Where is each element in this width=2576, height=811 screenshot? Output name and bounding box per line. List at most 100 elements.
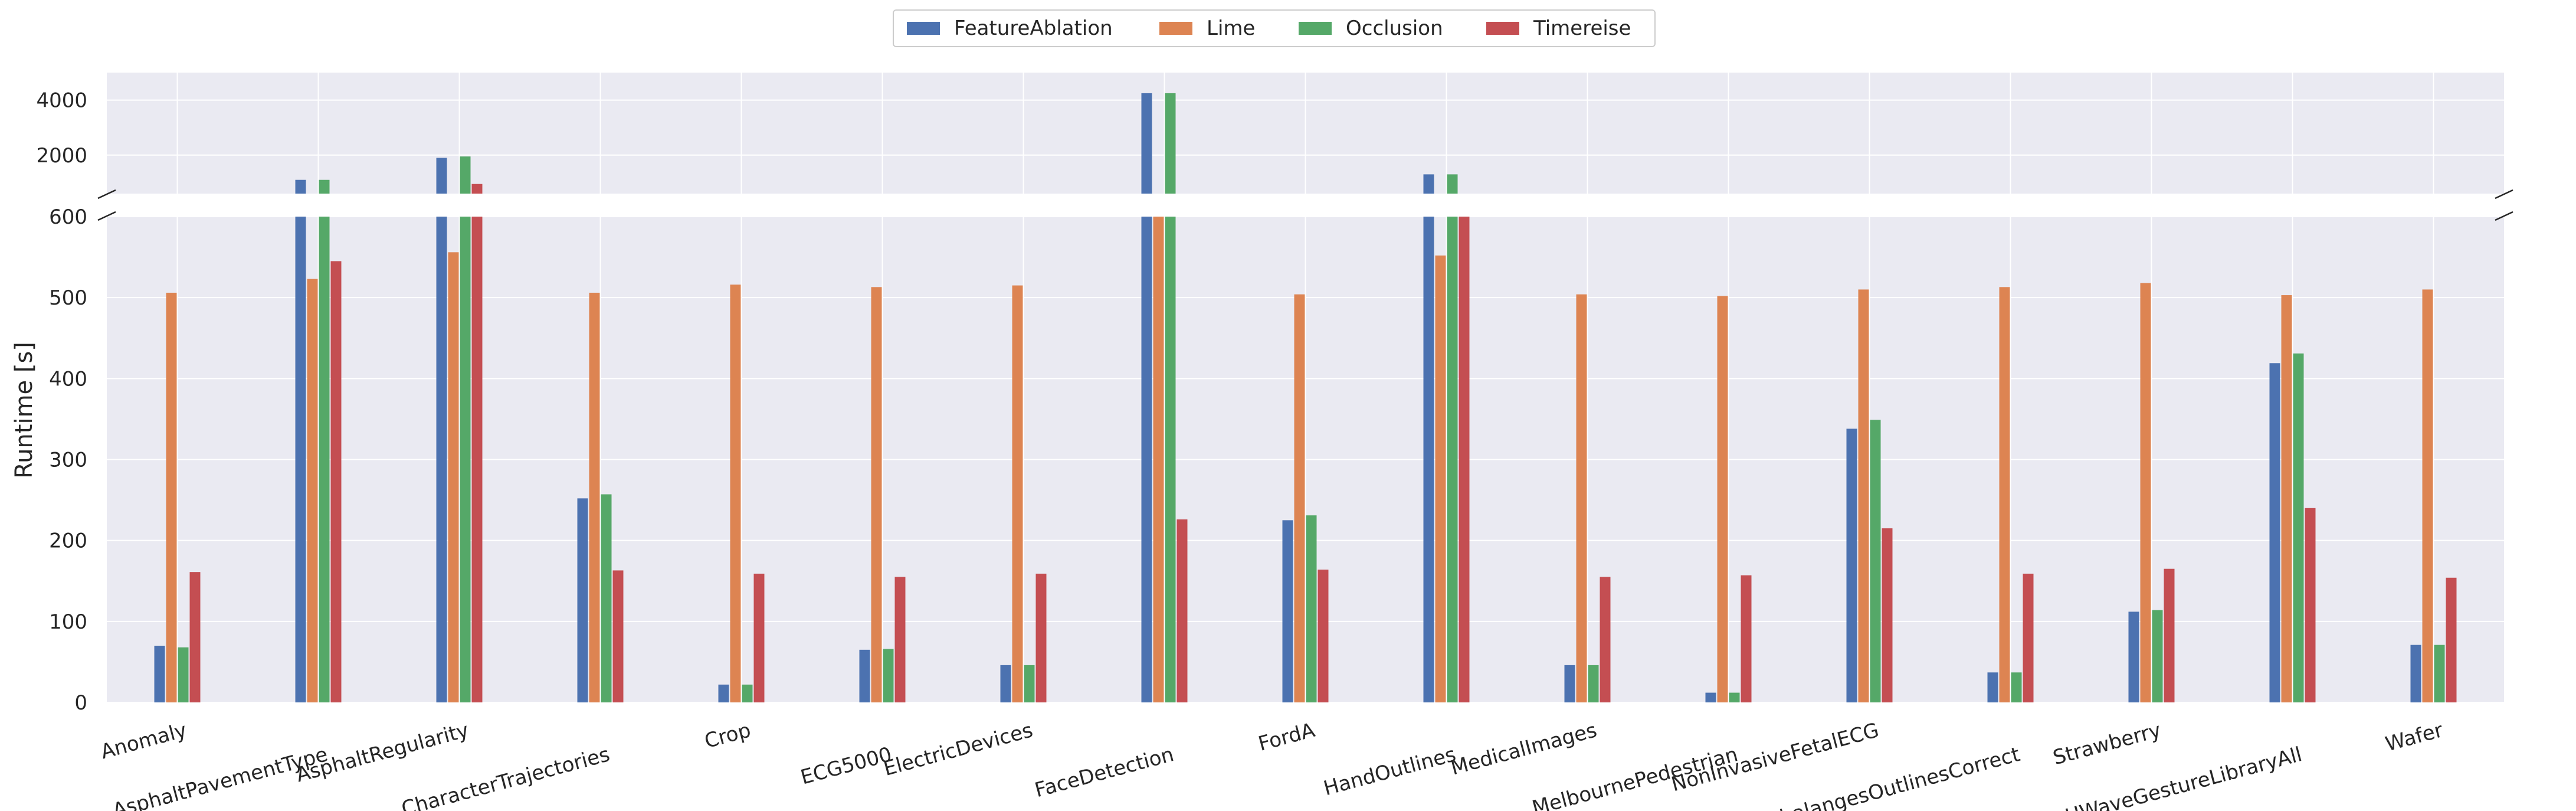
bar-occlusion-electricdevices xyxy=(1024,665,1035,702)
bar-featureablation-asphaltpavementtype-upper xyxy=(295,179,306,194)
bar-lime-asphaltregularity xyxy=(448,252,459,702)
bar-lime-medicalimages xyxy=(1576,294,1587,702)
bar-timereise-forda xyxy=(1318,570,1329,702)
bar-lime-forda xyxy=(1294,294,1305,702)
bar-occlusion-asphaltregularity xyxy=(460,217,471,702)
bar-featureablation-forda xyxy=(1282,520,1293,702)
bar-timereise-uwavegesturelibraryall xyxy=(2305,508,2316,702)
x-tick-label-anomaly: Anomaly xyxy=(98,718,189,764)
bar-featureablation-facedetection-upper xyxy=(1141,93,1152,194)
bar-lime-handoutlines xyxy=(1435,255,1446,703)
bar-occlusion-medicalimages xyxy=(1588,665,1599,702)
bar-timereise-strawberry xyxy=(2164,568,2175,702)
bar-occlusion-charactertrajectories xyxy=(601,494,612,702)
bar-occlusion-asphaltpavementtype xyxy=(319,217,330,702)
bar-timereise-melbournepedestrian xyxy=(1741,575,1752,702)
legend-item-timereise: Timereise xyxy=(1486,11,1631,46)
bar-featureablation-wafer xyxy=(2410,645,2421,702)
bar-featureablation-handoutlines-upper xyxy=(1423,174,1434,194)
bar-featureablation-charactertrajectories xyxy=(577,498,588,702)
bar-lime-noninvasivefetalecg xyxy=(1858,289,1869,702)
bar-timereise-anomaly xyxy=(189,572,201,702)
legend-label-lime: Lime xyxy=(1207,17,1256,40)
bar-timereise-asphaltpavementtype xyxy=(330,261,342,703)
bar-occlusion-strawberry xyxy=(2152,610,2163,702)
x-tick-label-facedetection: FaceDetection xyxy=(1033,743,1176,802)
bar-timereise-wafer xyxy=(2446,577,2457,702)
bar-occlusion-forda xyxy=(1306,515,1317,702)
bar-lime-crop xyxy=(730,284,741,703)
bar-timereise-electricdevices xyxy=(1035,573,1047,702)
y-tick-label-300: 300 xyxy=(49,449,87,472)
bar-occlusion-anomaly xyxy=(178,647,189,702)
bar-featureablation-noninvasivefetalecg xyxy=(1846,429,1857,702)
bar-featureablation-uwavegesturelibraryall xyxy=(2269,363,2280,702)
bar-timereise-asphaltregularity-upper xyxy=(471,184,483,194)
legend-label-featureablation: FeatureAblation xyxy=(954,17,1113,40)
bar-lime-uwavegesturelibraryall xyxy=(2281,295,2292,703)
bar-featureablation-electricdevices xyxy=(1000,665,1011,702)
x-tick-label-charactertrajectories: CharacterTrajectories xyxy=(399,743,612,811)
axis-break-marks xyxy=(97,189,2513,221)
bar-occlusion-melbournepedestrian xyxy=(1729,692,1740,702)
legend-swatch-timereise xyxy=(1486,22,1519,35)
bar-featureablation-asphaltregularity xyxy=(436,217,447,702)
x-tick-label-wafer: Wafer xyxy=(2383,718,2446,756)
bar-timereise-handoutlines xyxy=(1459,217,1470,702)
bar-featureablation-crop xyxy=(718,684,729,702)
bar-featureablation-strawberry xyxy=(2128,611,2139,702)
legend-item-lime: Lime xyxy=(1159,11,1255,46)
y-axis-label: Runtime [s] xyxy=(11,342,38,479)
bar-featureablation-anomaly xyxy=(154,645,165,702)
bar-occlusion-asphaltpavementtype-upper xyxy=(319,179,330,194)
bar-occlusion-facedetection-upper xyxy=(1165,93,1176,194)
bar-occlusion-handoutlines-upper xyxy=(1447,174,1458,194)
bar-featureablation-phalangesoutlinescorrect xyxy=(1987,672,1998,702)
bar-lime-charactertrajectories xyxy=(589,292,600,703)
bar-featureablation-ecg5000 xyxy=(859,649,870,702)
bar-timereise-medicalimages xyxy=(1600,577,1611,702)
bar-lime-electricdevices xyxy=(1012,285,1023,702)
bar-lime-facedetection xyxy=(1153,217,1164,702)
legend: FeatureAblation Lime Occlusion Timereise xyxy=(893,9,1656,47)
y-tick-label-2000: 2000 xyxy=(36,144,87,168)
bar-featureablation-asphaltpavementtype xyxy=(295,217,306,702)
x-tick-label-handoutlines: HandOutlines xyxy=(1321,743,1459,800)
bar-timereise-crop xyxy=(753,573,765,702)
y-tick-label-200: 200 xyxy=(49,529,87,553)
y-tick-label-500: 500 xyxy=(49,286,87,310)
bar-lime-phalangesoutlinescorrect xyxy=(1999,287,2010,703)
legend-item-occlusion: Occlusion xyxy=(1299,11,1443,46)
bar-occlusion-ecg5000 xyxy=(883,649,894,702)
bar-featureablation-asphaltregularity-upper xyxy=(436,158,447,194)
legend-item-featureablation: FeatureAblation xyxy=(907,11,1113,46)
x-tick-label-strawberry: Strawberry xyxy=(2050,718,2163,770)
x-tick-label-crop: Crop xyxy=(702,718,753,753)
bar-lime-wafer xyxy=(2422,289,2433,702)
y-tick-label-100: 100 xyxy=(49,610,87,634)
legend-swatch-featureablation xyxy=(907,22,940,35)
bar-featureablation-facedetection xyxy=(1141,217,1152,702)
bar-lime-ecg5000 xyxy=(871,287,882,703)
bar-timereise-noninvasivefetalecg xyxy=(1882,528,1893,702)
bar-lime-anomaly xyxy=(166,292,177,703)
legend-swatch-occlusion xyxy=(1299,22,1332,35)
bar-occlusion-facedetection xyxy=(1165,217,1176,702)
x-tick-label-electricdevices: ElectricDevices xyxy=(881,718,1035,781)
bar-featureablation-handoutlines xyxy=(1423,217,1434,702)
bar-lime-strawberry xyxy=(2140,283,2151,702)
bar-timereise-asphaltregularity xyxy=(471,217,483,702)
legend-swatch-lime xyxy=(1159,22,1192,35)
bar-occlusion-noninvasivefetalecg xyxy=(1870,420,1881,702)
bar-occlusion-phalangesoutlinescorrect xyxy=(2011,672,2022,702)
y-tick-label-4000: 4000 xyxy=(36,89,87,113)
bar-featureablation-melbournepedestrian xyxy=(1705,692,1716,702)
y-tick-label-600: 600 xyxy=(49,205,87,229)
bar-timereise-phalangesoutlinescorrect xyxy=(2023,573,2034,702)
bar-occlusion-handoutlines xyxy=(1447,217,1458,702)
legend-label-occlusion: Occlusion xyxy=(1346,17,1443,40)
bar-timereise-charactertrajectories xyxy=(612,570,624,702)
bar-occlusion-asphaltregularity-upper xyxy=(460,156,471,194)
bar-timereise-facedetection xyxy=(1176,519,1188,702)
